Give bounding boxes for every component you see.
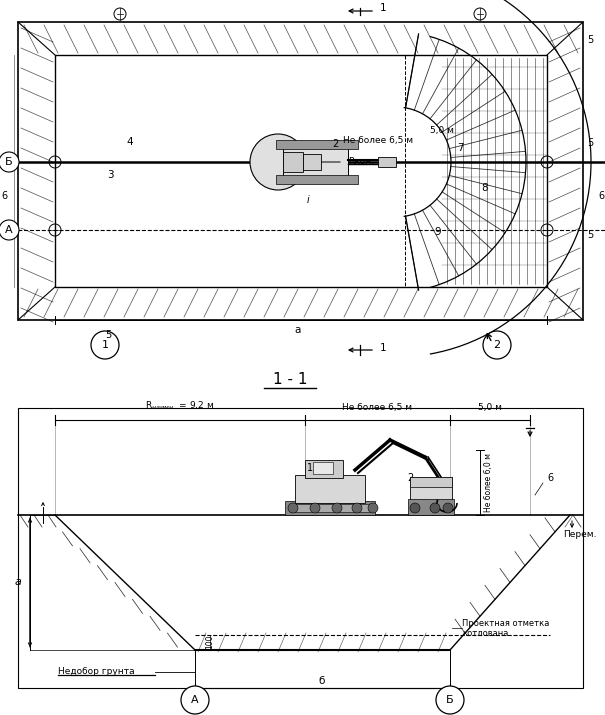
- Circle shape: [436, 686, 464, 714]
- Text: 8: 8: [482, 183, 488, 193]
- Circle shape: [332, 503, 342, 513]
- Text: R$_{наимн.}$ = 9,2 м: R$_{наимн.}$ = 9,2 м: [145, 400, 215, 412]
- Text: a: a: [15, 577, 21, 587]
- Text: 100: 100: [206, 635, 215, 649]
- Bar: [295, 475, 365, 503]
- Text: А: А: [191, 695, 199, 705]
- Bar: [378, 157, 396, 167]
- Circle shape: [410, 503, 420, 513]
- Text: 5: 5: [105, 330, 111, 340]
- Text: 1: 1: [380, 343, 387, 353]
- Text: котлована: котлована: [462, 629, 508, 638]
- Bar: [55, 55, 405, 287]
- Text: 2: 2: [332, 139, 338, 149]
- Text: a: a: [295, 325, 301, 335]
- Circle shape: [368, 503, 378, 513]
- Circle shape: [483, 331, 511, 359]
- Circle shape: [0, 152, 19, 172]
- Circle shape: [250, 134, 306, 190]
- Text: Rкон.: Rкон.: [348, 157, 374, 167]
- Text: 2: 2: [407, 473, 413, 483]
- Text: 1 - 1: 1 - 1: [273, 373, 307, 388]
- Text: 5: 5: [587, 35, 594, 45]
- Text: Не более 6,5 м: Не более 6,5 м: [343, 136, 413, 144]
- Circle shape: [181, 686, 209, 714]
- Bar: [18, 22, 583, 320]
- Text: 3: 3: [106, 170, 113, 180]
- Text: 5,0 м: 5,0 м: [430, 126, 454, 134]
- Text: Проектная отметка: Проектная отметка: [462, 618, 549, 628]
- Circle shape: [430, 503, 440, 513]
- Text: 5: 5: [587, 230, 594, 240]
- Bar: [276, 140, 358, 149]
- Bar: [276, 175, 358, 184]
- Text: А: А: [5, 225, 13, 235]
- Text: i: i: [307, 195, 309, 205]
- Text: 6: 6: [598, 191, 604, 201]
- Text: Недобор грунта: Недобор грунта: [58, 668, 135, 676]
- Bar: [410, 477, 452, 501]
- Bar: [410, 477, 452, 487]
- Circle shape: [310, 503, 320, 513]
- Circle shape: [443, 503, 453, 513]
- Text: 1: 1: [102, 340, 108, 350]
- Text: б: б: [319, 676, 325, 686]
- Text: Б: Б: [5, 157, 13, 167]
- Circle shape: [91, 331, 119, 359]
- Text: 1: 1: [307, 463, 313, 473]
- Text: 6: 6: [1, 191, 7, 201]
- Text: 7: 7: [457, 143, 463, 153]
- Text: Не более 6,0 м: Не более 6,0 м: [484, 453, 493, 513]
- Bar: [283, 147, 348, 177]
- Circle shape: [288, 503, 298, 513]
- Circle shape: [0, 220, 19, 240]
- Text: 6: 6: [547, 473, 553, 483]
- Bar: [18, 408, 583, 688]
- Text: 5: 5: [587, 138, 594, 148]
- Text: 5,0 м: 5,0 м: [478, 403, 502, 412]
- Bar: [305, 460, 343, 478]
- Circle shape: [352, 503, 362, 513]
- Bar: [283, 152, 303, 172]
- Bar: [290, 504, 370, 512]
- Text: 4: 4: [126, 137, 133, 147]
- Text: 9: 9: [434, 227, 441, 237]
- Bar: [285, 501, 375, 515]
- Bar: [408, 499, 454, 515]
- Text: 2: 2: [494, 340, 500, 350]
- Text: 1: 1: [380, 3, 387, 13]
- Text: Не более 6,5 м: Не более 6,5 м: [342, 403, 412, 412]
- Text: Б: Б: [446, 695, 454, 705]
- Text: Перем.: Перем.: [563, 530, 597, 539]
- Bar: [55, 55, 547, 287]
- Bar: [303, 154, 321, 170]
- Bar: [313, 462, 333, 474]
